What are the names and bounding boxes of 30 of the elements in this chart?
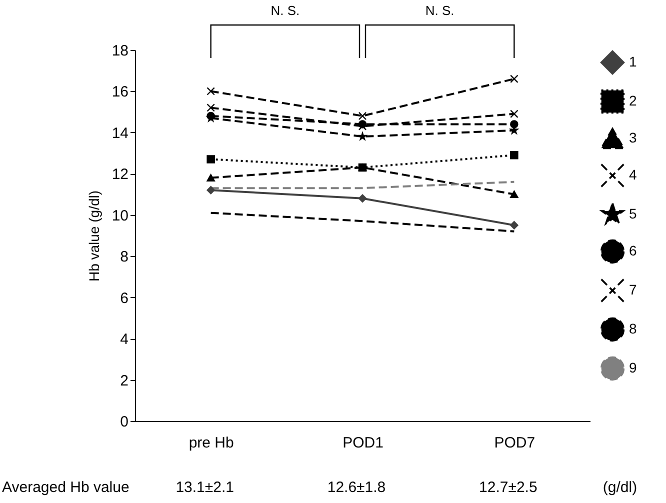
y-tick-label: 14	[112, 124, 128, 142]
legend-label: 8	[629, 320, 637, 336]
legend-label: 4	[629, 166, 637, 182]
y-tick-label: 10	[112, 207, 128, 224]
y-tick-label: 16	[112, 84, 128, 101]
text: (g/dl)	[602, 479, 638, 496]
y-axis-title: Hb value (g/dl)	[86, 190, 102, 282]
legend-label: 5	[629, 206, 637, 222]
legend-label: 3	[629, 130, 637, 146]
x-tick-label: POD1	[342, 434, 384, 452]
y-tick-label: 4	[120, 331, 128, 348]
y-tick-label: 18	[112, 42, 128, 60]
legend-label: 1	[629, 54, 637, 70]
text: N. S.	[425, 3, 454, 18]
legend-label: 9	[629, 360, 637, 376]
text: 13.1±2.1	[176, 479, 234, 496]
legend-label: 6	[629, 242, 637, 258]
legend-label: 2	[629, 92, 637, 108]
y-tick-label: 0	[120, 414, 128, 430]
text: N. S.	[270, 3, 300, 18]
y-tick-label: 6	[120, 290, 128, 307]
y-tick-label: 2	[120, 372, 128, 390]
y-tick-label: 8	[120, 248, 128, 266]
y-tick-label: 12	[112, 166, 128, 184]
text: Averaged Hb value	[2, 479, 130, 496]
x-tick-label: pre Hb	[188, 434, 234, 452]
text: 12.7±2.5	[479, 479, 538, 496]
legend-label: 7	[629, 282, 637, 298]
text: 12.6±1.8	[327, 479, 386, 496]
x-tick-label: POD7	[494, 434, 536, 452]
